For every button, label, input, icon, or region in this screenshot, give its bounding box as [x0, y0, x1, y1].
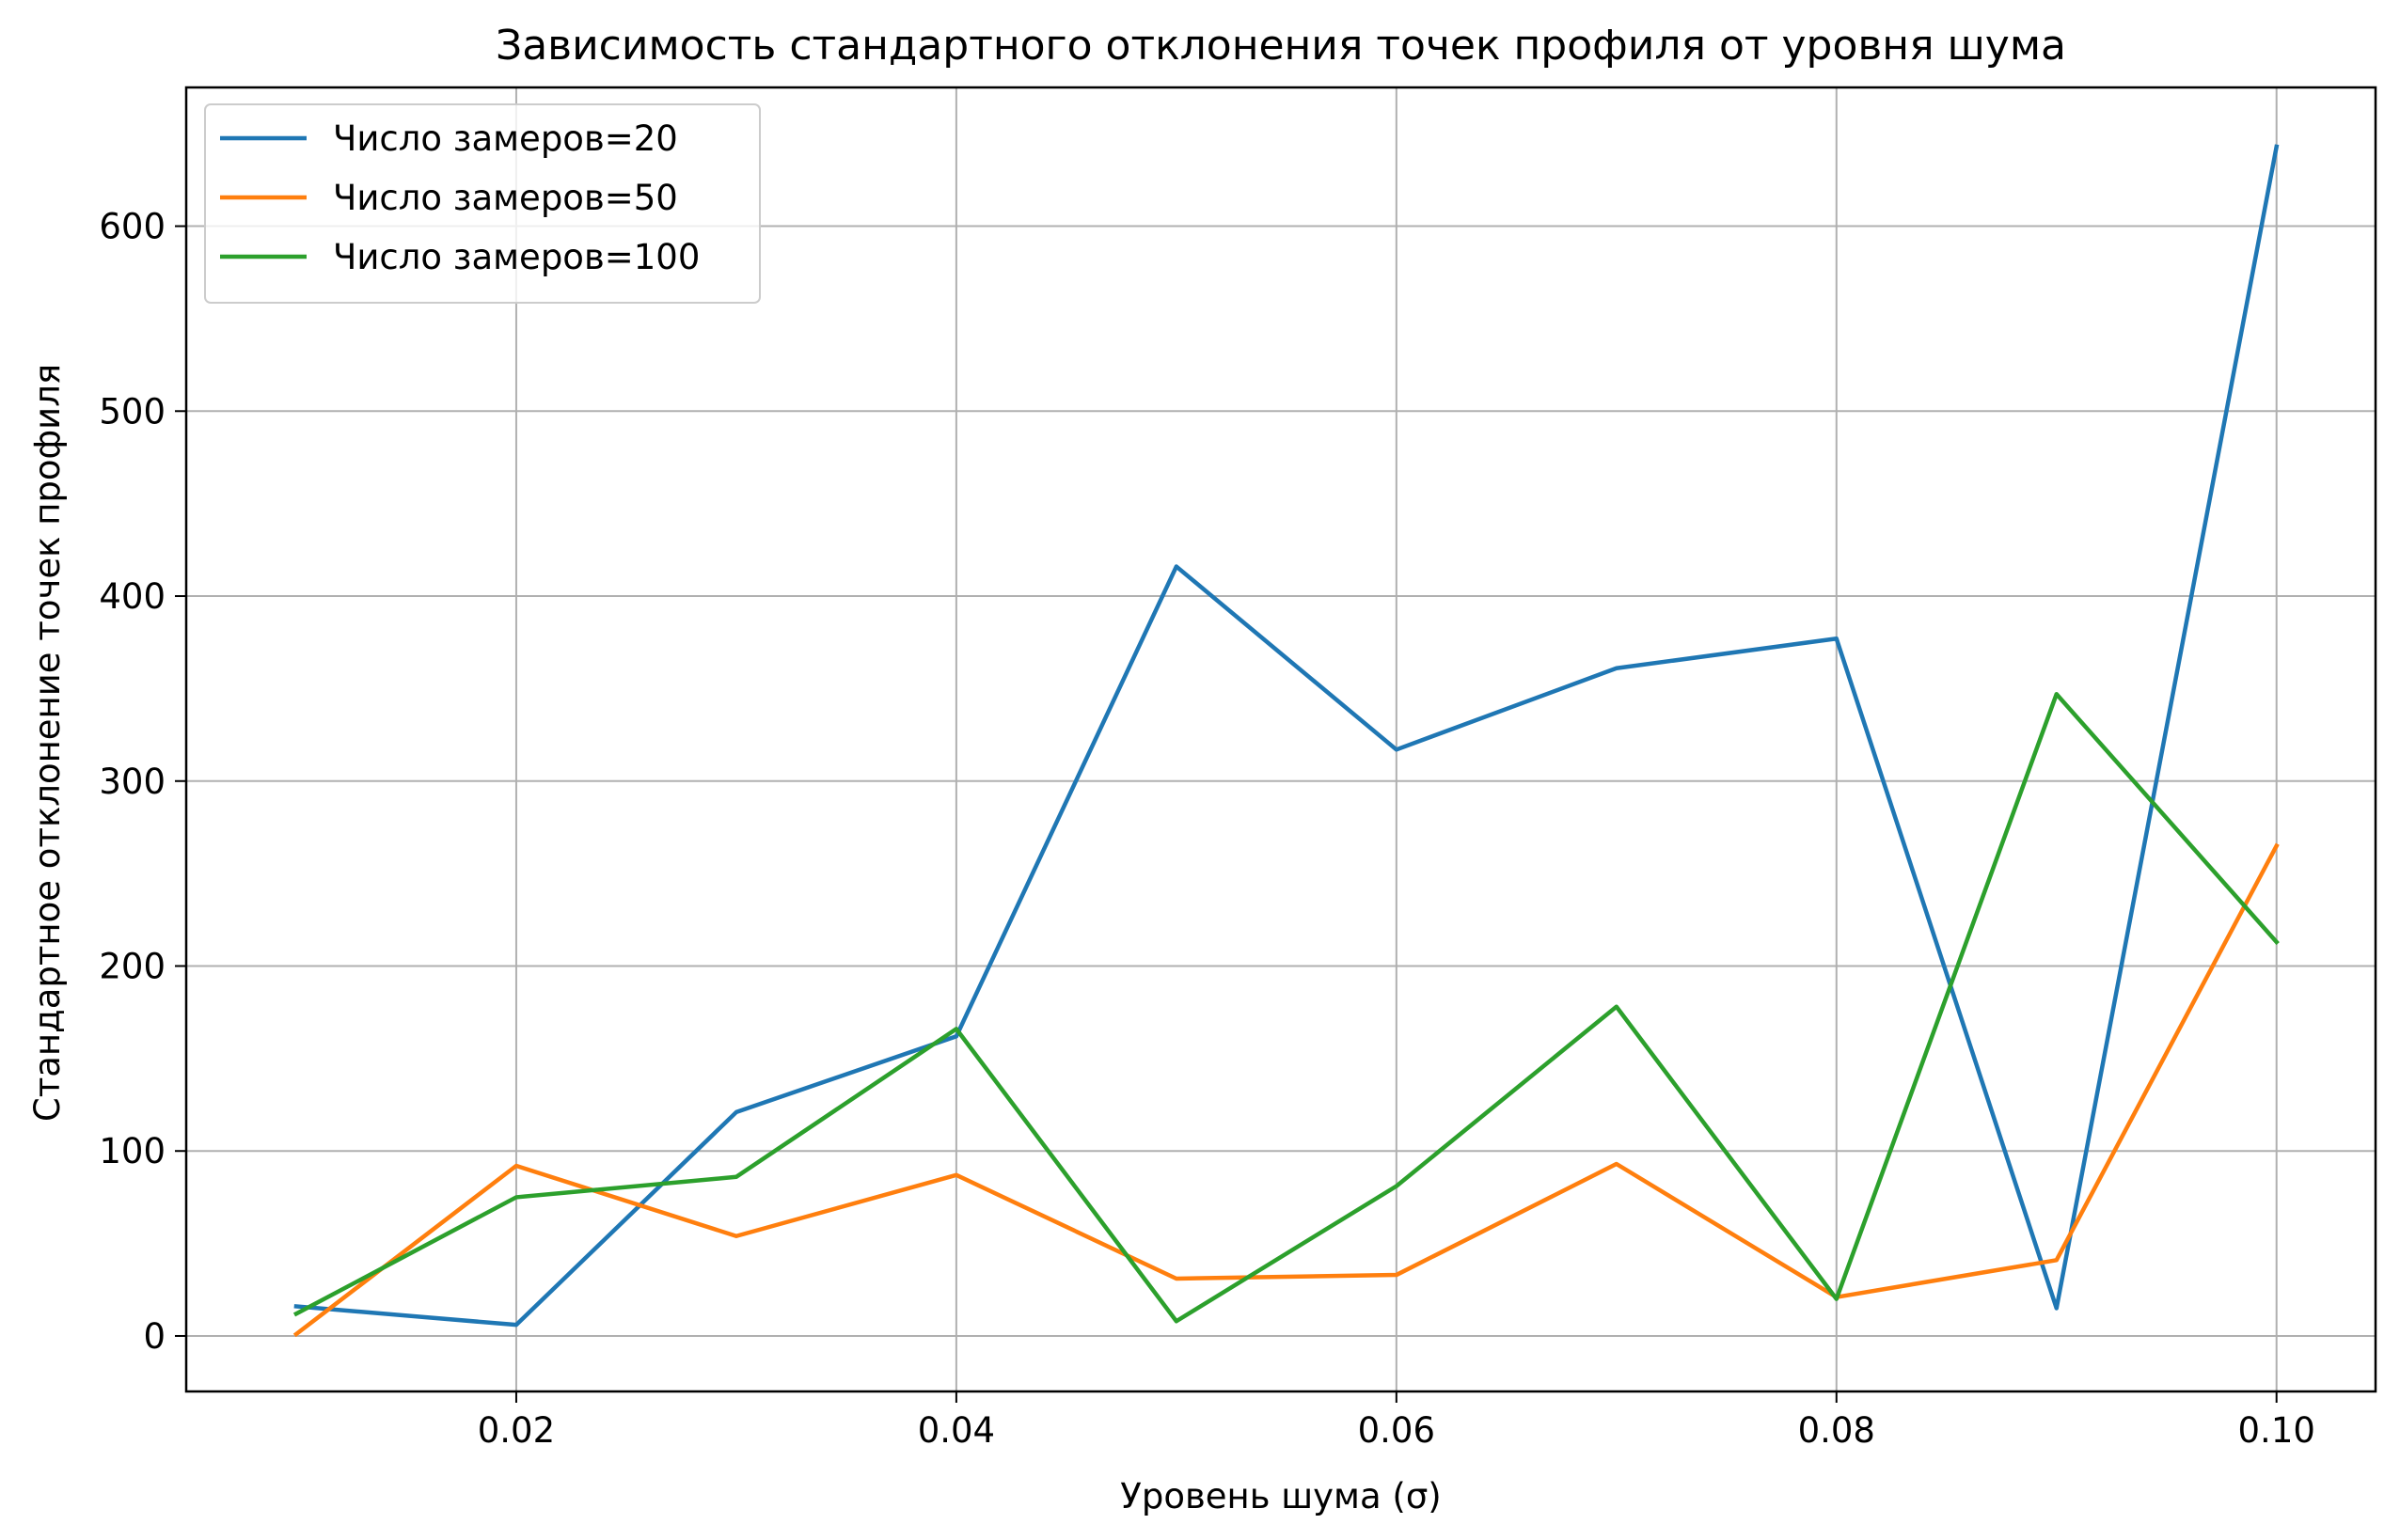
y-tick-label: 400 [99, 576, 166, 617]
series-lines [292, 144, 2280, 1338]
y-tick-label: 300 [99, 762, 166, 802]
legend: Число замеров=20 Число замеров=50 Число за… [204, 103, 761, 304]
axis-ticks: 0.02 0.04 0.06 0.08 0.10 0 100 200 300 400 500 600 [99, 207, 2315, 1451]
legend-label: Число замеров=50 [333, 178, 678, 218]
y-tick-label: 200 [99, 947, 166, 987]
grid-lines [186, 87, 2376, 1391]
series-line-1 [293, 144, 2280, 1328]
x-tick-label: 0.10 [2238, 1410, 2315, 1451]
chart-title: Зависимость стандартного отклонения точе… [496, 22, 2066, 70]
series-line-3 [292, 692, 2280, 1324]
legend-label: Число замеров=20 [333, 118, 678, 159]
y-axis-label: Стандартное отклонение точек профиля [27, 364, 68, 1122]
y-tick-label: 500 [99, 391, 166, 432]
y-tick-label: 100 [99, 1131, 166, 1171]
y-tick-label: 0 [143, 1316, 166, 1357]
x-axis-label: Уровень шума (σ) [1120, 1476, 1441, 1516]
x-tick-label: 0.08 [1798, 1410, 1875, 1451]
plot-frame [184, 86, 2377, 1393]
legend-box [204, 103, 761, 304]
x-tick-label: 0.04 [918, 1410, 995, 1451]
legend-label: Число замеров=100 [333, 237, 700, 277]
x-tick-label: 0.02 [478, 1410, 555, 1451]
y-tick-label: 600 [99, 207, 166, 247]
x-tick-label: 0.06 [1358, 1410, 1435, 1451]
series-line-2 [292, 842, 2280, 1338]
